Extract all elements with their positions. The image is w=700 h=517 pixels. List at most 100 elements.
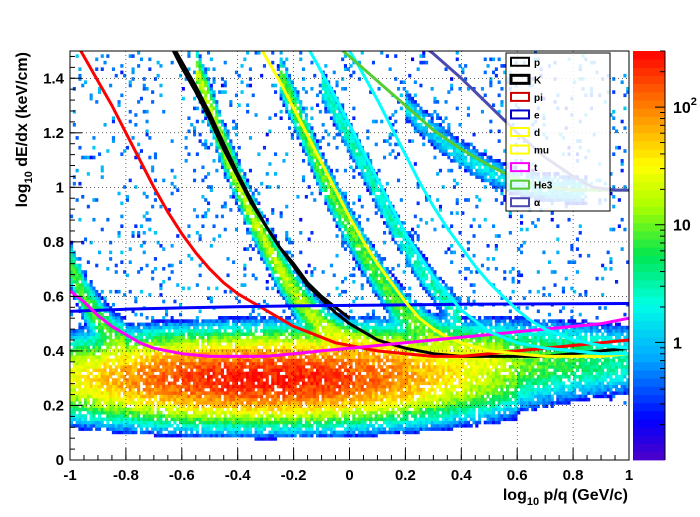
heatmap-cell bbox=[114, 322, 118, 327]
heatmap-cell bbox=[282, 430, 286, 435]
heatmap-cell bbox=[187, 427, 191, 431]
heatmap-cell bbox=[86, 332, 90, 336]
heatmap-cell bbox=[327, 388, 331, 392]
heatmap-cell bbox=[302, 414, 306, 418]
heatmap-cell bbox=[260, 250, 264, 255]
heatmap-cell bbox=[324, 420, 328, 425]
heatmap-cell bbox=[321, 345, 325, 350]
heatmap-cell bbox=[321, 394, 325, 399]
heatmap-cell bbox=[288, 299, 292, 304]
heatmap-cell bbox=[139, 417, 143, 422]
heatmap-cell bbox=[285, 204, 289, 209]
heatmap-cell bbox=[282, 358, 286, 363]
heatmap-cell bbox=[170, 381, 174, 386]
heatmap-cell bbox=[279, 77, 283, 81]
heatmap-cell bbox=[338, 227, 342, 232]
heatmap-cell bbox=[156, 338, 160, 343]
heatmap-cell bbox=[215, 388, 219, 392]
heatmap-cell bbox=[193, 335, 197, 340]
heatmap-cell bbox=[290, 404, 294, 408]
heatmap-cell bbox=[117, 312, 121, 317]
heatmap-cell bbox=[304, 145, 308, 150]
heatmap-cell bbox=[95, 335, 99, 340]
heatmap-cell bbox=[282, 329, 286, 333]
heatmap-cell bbox=[198, 401, 202, 405]
heatmap-cell bbox=[159, 286, 163, 291]
heatmap-cell bbox=[313, 381, 317, 386]
heatmap-cell bbox=[148, 384, 152, 389]
heatmap-cell bbox=[151, 204, 155, 209]
heatmap-cell bbox=[343, 329, 347, 333]
heatmap-cell bbox=[195, 342, 199, 346]
heatmap-cell bbox=[123, 394, 127, 399]
heatmap-cell bbox=[89, 338, 93, 343]
heatmap-cell bbox=[288, 417, 292, 422]
heatmap-cell bbox=[346, 139, 350, 143]
heatmap-cell bbox=[335, 113, 339, 117]
heatmap-cell bbox=[201, 358, 205, 363]
heatmap-cell bbox=[212, 397, 216, 402]
heatmap-cell bbox=[220, 407, 224, 412]
heatmap-cell bbox=[346, 234, 350, 238]
heatmap-cell bbox=[195, 54, 199, 58]
heatmap-cell bbox=[134, 123, 138, 127]
heatmap-cell bbox=[246, 231, 250, 235]
heatmap-cell bbox=[165, 322, 169, 327]
heatmap-cell bbox=[274, 283, 278, 287]
heatmap-cell bbox=[299, 250, 303, 255]
heatmap-cell bbox=[120, 338, 124, 343]
heatmap-cell bbox=[254, 371, 258, 376]
heatmap-cell bbox=[153, 391, 157, 395]
heatmap-cell bbox=[215, 168, 219, 173]
heatmap-cell bbox=[246, 322, 250, 327]
heatmap-cell bbox=[92, 407, 96, 412]
heatmap-cell bbox=[70, 374, 74, 379]
heatmap-cell bbox=[106, 417, 110, 422]
heatmap-cell bbox=[246, 342, 250, 346]
heatmap-cell bbox=[162, 420, 166, 425]
heatmap-cell bbox=[78, 283, 82, 287]
heatmap-cell bbox=[313, 322, 317, 327]
heatmap-cell bbox=[207, 100, 211, 104]
heatmap-cell bbox=[268, 250, 272, 255]
heatmap-cell bbox=[307, 155, 311, 160]
heatmap-cell bbox=[324, 394, 328, 399]
heatmap-cell bbox=[274, 345, 278, 350]
heatmap-cell bbox=[332, 312, 336, 317]
heatmap-cell bbox=[84, 414, 88, 418]
heatmap-cell bbox=[84, 355, 88, 359]
heatmap-cell bbox=[229, 371, 233, 376]
heatmap-cell bbox=[296, 368, 300, 372]
heatmap-cell bbox=[302, 316, 306, 320]
heatmap-cell bbox=[237, 325, 241, 330]
heatmap-cell bbox=[318, 384, 322, 389]
heatmap-cell bbox=[212, 424, 216, 428]
heatmap-cell bbox=[198, 335, 202, 340]
heatmap-cell bbox=[257, 250, 261, 255]
heatmap-cell bbox=[198, 361, 202, 366]
heatmap-cell bbox=[285, 424, 289, 428]
heatmap-cell bbox=[156, 407, 160, 412]
heatmap-cell bbox=[234, 93, 238, 98]
heatmap-cell bbox=[324, 201, 328, 206]
heatmap-cell bbox=[125, 325, 129, 330]
heatmap-cell bbox=[304, 374, 308, 379]
heatmap-cell bbox=[223, 126, 227, 130]
heatmap-cell bbox=[285, 250, 289, 255]
heatmap-cell bbox=[72, 407, 76, 412]
heatmap-cell bbox=[234, 433, 238, 438]
heatmap-cell bbox=[246, 388, 250, 392]
heatmap-cell bbox=[290, 286, 294, 291]
heatmap-cell bbox=[329, 168, 333, 173]
heatmap-cell bbox=[310, 87, 314, 91]
heatmap-cell bbox=[324, 401, 328, 405]
heatmap-cell bbox=[95, 407, 99, 412]
heatmap-cell bbox=[318, 391, 322, 395]
heatmap-cell bbox=[70, 276, 74, 281]
heatmap-cell bbox=[271, 319, 275, 323]
heatmap-cell bbox=[131, 309, 135, 314]
heatmap-cell bbox=[288, 374, 292, 379]
heatmap-cell bbox=[327, 374, 331, 379]
heatmap-cell bbox=[346, 240, 350, 245]
heatmap-cell bbox=[145, 420, 149, 425]
